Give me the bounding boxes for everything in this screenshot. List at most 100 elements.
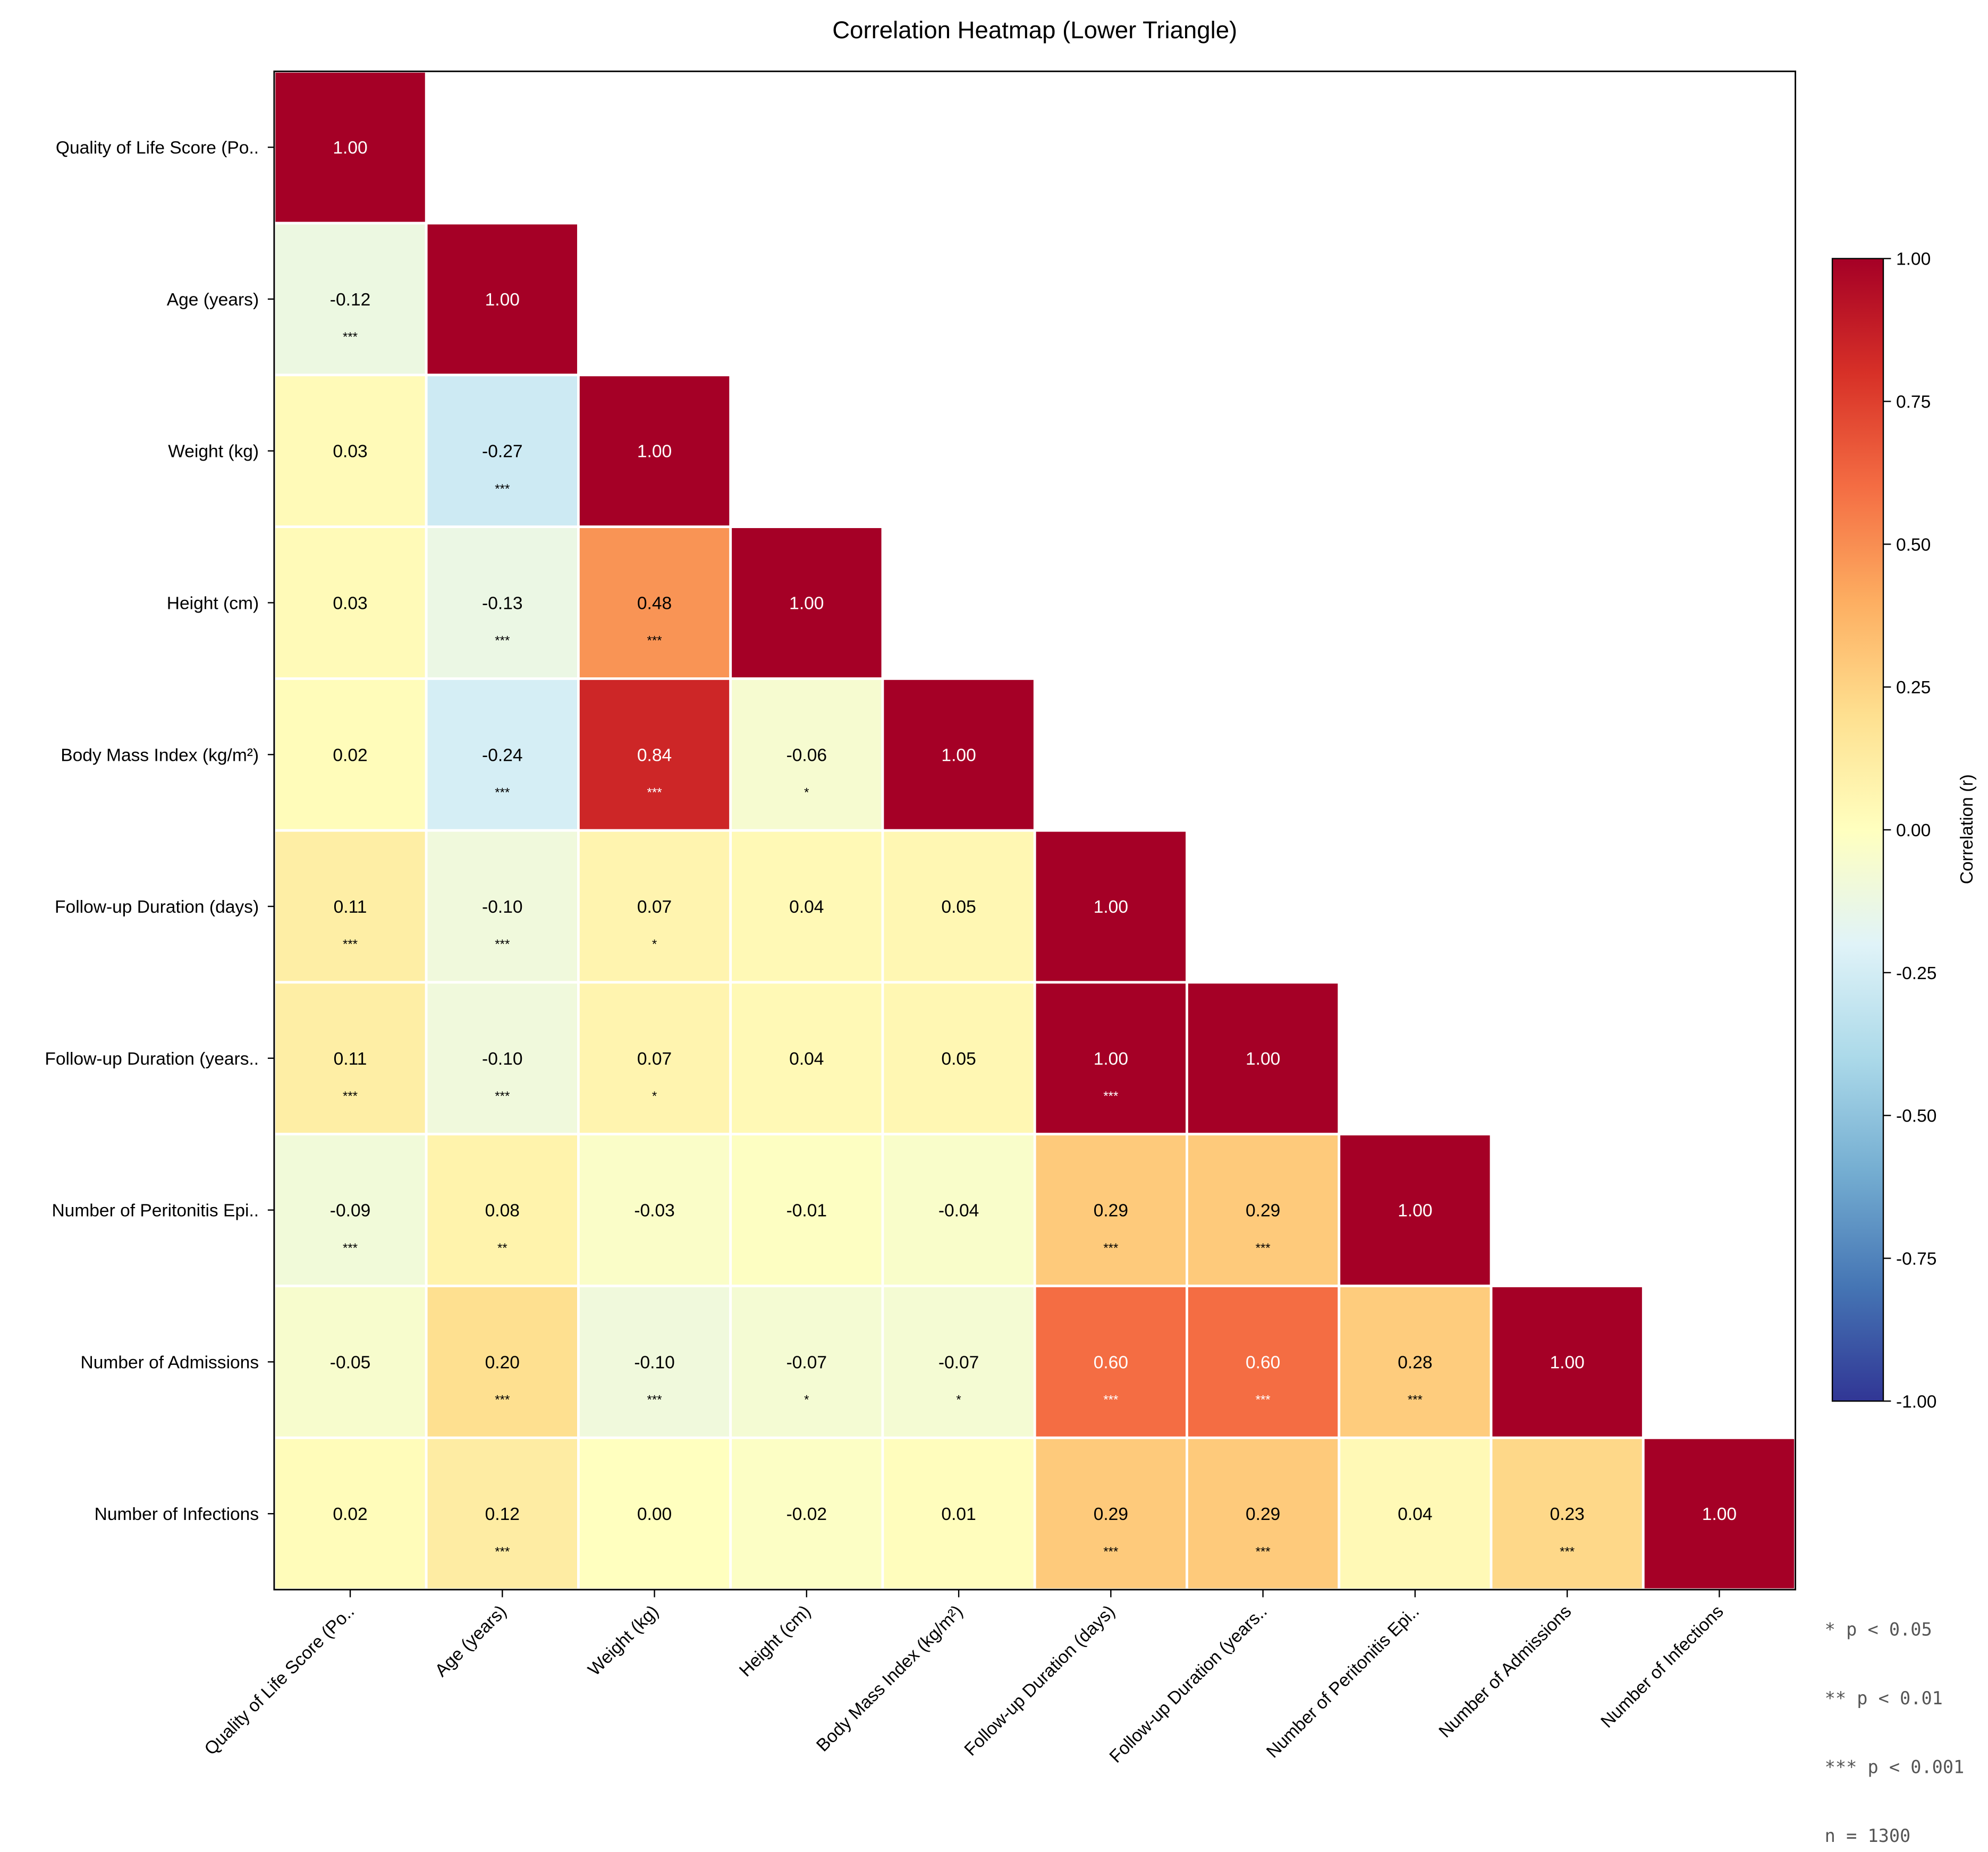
heatmap-cell: [729, 1285, 884, 1439]
legend-note: *** p < 0.001: [1825, 1756, 1965, 1777]
cell-value-label: 0.29: [1246, 1505, 1280, 1524]
heatmap-cell: [1033, 829, 1188, 984]
plot-frame: [273, 70, 1796, 1591]
colorbar-tick-label: 0.75: [1896, 393, 1931, 412]
heatmap-cell: [1033, 981, 1188, 1136]
cell-value-label: 0.29: [1246, 1201, 1280, 1221]
heatmap-cell: [273, 1436, 428, 1591]
heatmap-cell: [729, 1436, 884, 1591]
heatmap-cell: [273, 981, 428, 1136]
cell-value-label: -0.02: [786, 1505, 827, 1524]
heatmap-cell: [577, 1436, 732, 1591]
cell-value-label: 1.00: [637, 442, 672, 462]
significance-marker: ***: [1256, 1393, 1271, 1407]
cell-value-label: 0.12: [485, 1505, 520, 1524]
significance-marker: ***: [495, 937, 510, 952]
y-tick-label: Follow-up Duration (days): [55, 897, 259, 917]
cell-value-label: 0.04: [1398, 1505, 1432, 1524]
colorbar-label: Correlation (r): [1957, 774, 1977, 884]
y-axis: Quality of Life Score (Po.. Age (years) We…: [45, 138, 274, 1524]
heatmap-cell: [577, 829, 732, 984]
cell-value-label: 1.00: [1702, 1505, 1737, 1524]
significance-legend: * p < 0.05 ** p < 0.01 *** p < 0.001 n = 13…: [1825, 1619, 1965, 1846]
cell-value-label: 1.00: [1398, 1201, 1432, 1221]
cell-value-label: -0.13: [482, 593, 522, 613]
significance-marker: ***: [647, 785, 662, 800]
cell-value-label: 1.00: [1550, 1353, 1584, 1372]
cell-value-label: -0.10: [482, 1049, 522, 1069]
significance-marker: *: [804, 785, 809, 800]
heatmap-cell: [273, 222, 428, 377]
heatmap-cell: [729, 829, 884, 984]
significance-marker: *: [652, 937, 657, 952]
heatmap-cell: [1338, 1436, 1493, 1591]
cell-value-label: 0.11: [334, 897, 367, 917]
significance-marker: ***: [495, 482, 510, 496]
heatmap-cell: [1490, 1436, 1645, 1591]
significance-marker: ***: [1103, 1089, 1118, 1103]
cell-value-label: -0.10: [634, 1353, 674, 1372]
heatmap-cell: [425, 981, 580, 1136]
heatmap-cell: [1186, 1285, 1341, 1439]
cell-value-label: -0.03: [634, 1201, 674, 1221]
x-tick-label: Body Mass Index (kg/m²): [813, 1602, 967, 1756]
cell-value-label: 0.20: [485, 1353, 520, 1372]
x-tick-label: Age (years): [432, 1602, 511, 1681]
y-tick-label: Age (years): [167, 290, 259, 310]
significance-marker: ***: [647, 1393, 662, 1407]
heatmap-cell: [577, 373, 732, 529]
heatmap-cells: 1.00-0.12***1.000.03 -0.27***1.000.03 -0.1…: [273, 70, 1797, 1591]
cell-value-label: 1.00: [333, 138, 367, 158]
cell-value-label: 0.60: [1246, 1353, 1280, 1372]
heatmap-cell: [729, 981, 884, 1136]
y-tick-label: Number of Infections: [95, 1505, 259, 1524]
x-tick-label: Height (cm): [735, 1602, 815, 1681]
cell-value-label: 0.29: [1094, 1201, 1128, 1221]
colorbar-tick-label: 0.50: [1896, 535, 1931, 555]
cell-value-label: -0.27: [482, 442, 522, 462]
significance-marker: ***: [1560, 1544, 1575, 1559]
significance-marker: ***: [1103, 1241, 1118, 1255]
cell-value-label: 0.84: [637, 745, 672, 765]
significance-marker: ***: [1408, 1393, 1423, 1407]
x-tick-label: Number of Admissions: [1435, 1602, 1575, 1741]
cell-value-label: -0.24: [482, 745, 522, 765]
cell-value-label: -0.09: [330, 1201, 370, 1221]
cell-value-label: -0.05: [330, 1353, 370, 1372]
significance-marker: ***: [495, 1089, 510, 1103]
colorbar-tick-label: 0.00: [1896, 821, 1931, 840]
cell-value-label: 1.00: [1094, 897, 1128, 917]
x-tick-label: Quality of Life Score (Po..: [201, 1602, 358, 1759]
cell-value-label: -0.07: [938, 1353, 979, 1372]
cell-value-label: 0.00: [637, 1505, 672, 1524]
heatmap-cell: [1338, 1133, 1493, 1287]
colorbar-tick-label: -0.50: [1896, 1107, 1936, 1126]
heatmap-cell: [1186, 981, 1341, 1136]
cell-value-label: 0.48: [637, 593, 672, 613]
legend-note: ** p < 0.01: [1825, 1688, 1943, 1709]
x-tick-label: Number of Infections: [1597, 1602, 1728, 1732]
heatmap-cell: [425, 1436, 580, 1591]
heatmap-cell: [1033, 1285, 1188, 1439]
cell-value-label: -0.06: [786, 745, 827, 765]
significance-marker: ***: [343, 330, 358, 344]
heatmap-cell: [1490, 1285, 1645, 1439]
cell-value-label: 0.03: [333, 442, 367, 462]
significance-marker: *: [956, 1393, 961, 1407]
cell-value-label: -0.04: [938, 1201, 979, 1221]
cell-value-label: 0.04: [789, 897, 824, 917]
cell-value-label: 0.11: [334, 1049, 367, 1069]
cell-value-label: 0.05: [941, 1049, 976, 1069]
cell-value-label: 0.29: [1094, 1505, 1128, 1524]
x-tick-label: Number of Peritonitis Epi..: [1263, 1602, 1423, 1762]
x-axis: Quality of Life Score (Po.. Age (years) We…: [201, 1590, 1728, 1767]
colorbar: [1831, 258, 1884, 1402]
colorbar-tick-label: -0.75: [1896, 1249, 1936, 1269]
y-tick-label: Body Mass Index (kg/m²): [61, 745, 259, 765]
cell-value-label: 0.23: [1550, 1505, 1584, 1524]
cell-value-label: 0.03: [333, 593, 367, 613]
cell-value-label: 0.08: [485, 1201, 520, 1221]
significance-marker: ***: [343, 937, 358, 952]
legend-note: n = 1300: [1825, 1825, 1911, 1846]
